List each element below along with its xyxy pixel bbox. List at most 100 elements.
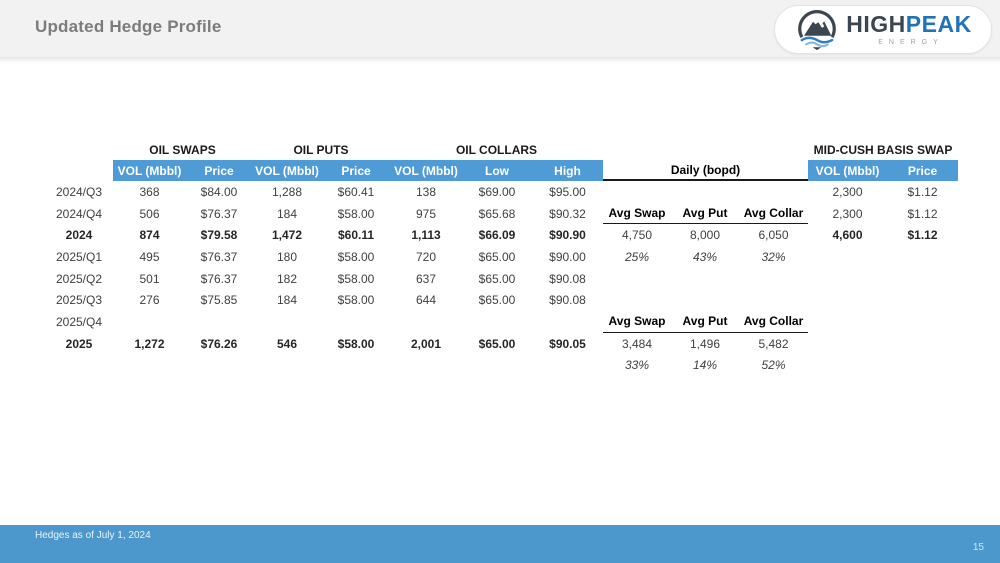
- daily-avg-collar-value: 6,050: [758, 228, 789, 243]
- table-cell: $58.00: [337, 293, 375, 308]
- highpeak-logo: HIGHPEAK ENERGY: [774, 5, 992, 54]
- table-cell: 1,113: [411, 228, 441, 243]
- row-label: 2025/Q4: [55, 314, 103, 329]
- col-header-daily-bopd: Daily (bopd): [603, 160, 808, 181]
- col-header-puts-vol: VOL (Mbbl): [252, 160, 322, 181]
- spacer: [808, 355, 958, 377]
- table-cell: [808, 268, 887, 290]
- footer-bar: Hedges as of July 1, 2024 15: [0, 525, 1000, 563]
- spacer: [390, 355, 603, 377]
- table-cell: $60.11: [337, 228, 375, 243]
- spacer: [808, 311, 958, 333]
- table-cell: $69.00: [478, 184, 516, 199]
- table-cell: [808, 246, 887, 268]
- header-bar: Updated Hedge Profile HIGHPEAK ENERGY: [0, 0, 1000, 63]
- table-cell: 2,300: [832, 206, 863, 221]
- table-cell: $1.12: [907, 206, 938, 221]
- table-cell: [887, 333, 958, 355]
- col-header-swaps-vol: VOL (Mbbl): [113, 160, 186, 181]
- table-cell: 180: [276, 249, 298, 264]
- table-cell: $90.08: [549, 271, 586, 286]
- logo-text: HIGHPEAK ENERGY: [846, 11, 972, 47]
- table-cell: 637: [415, 271, 437, 286]
- logo-word-high: HIGH: [846, 11, 906, 37]
- daily-avg-collar-pct: 52%: [761, 358, 786, 373]
- logo-word-energy: ENERGY: [878, 39, 944, 46]
- table-cell: $65.00: [478, 293, 516, 308]
- table-cell: $58.00: [337, 249, 375, 264]
- col-header-collars-vol: VOL (Mbbl): [390, 160, 462, 181]
- daily-avg-swap-pct: 25%: [624, 249, 650, 264]
- page-number: 15: [972, 542, 984, 553]
- daily-avg-put-pct: 43%: [692, 249, 718, 264]
- table-cell: $58.00: [337, 336, 375, 351]
- spacer: [603, 289, 808, 311]
- row-label: 2025/Q2: [55, 271, 103, 286]
- spacer: [390, 311, 603, 333]
- spacer: [45, 140, 113, 160]
- table-cell: $58.00: [337, 271, 375, 286]
- table-cell: $76.37: [200, 249, 238, 264]
- table-cell: 138: [415, 184, 437, 199]
- spacer: [252, 311, 390, 333]
- table-cell: 276: [139, 293, 160, 308]
- row-label: 2025: [65, 336, 93, 351]
- col-header-collars-high: High: [532, 160, 603, 181]
- row-label: 2025/Q3: [55, 293, 103, 308]
- group-header-oil-collars: OIL COLLARS: [455, 143, 538, 157]
- table-cell: $90.32: [549, 206, 586, 221]
- table-cell: 506: [139, 206, 160, 221]
- daily-avg-collar-header: Avg Collar: [739, 311, 808, 333]
- row-label: 2024: [65, 228, 93, 243]
- table-cell: 975: [415, 206, 437, 221]
- table-cell: $65.68: [478, 206, 516, 221]
- col-header-swaps-price: Price: [186, 160, 252, 181]
- row-label: 2024/Q3: [55, 184, 103, 199]
- table-cell: $95.00: [549, 184, 586, 199]
- footer-note: Hedges as of July 1, 2024: [35, 530, 151, 541]
- table-cell: 1,272: [134, 336, 165, 351]
- table-cell: 182: [276, 271, 298, 286]
- spacer: [603, 181, 808, 203]
- daily-avg-collar-value: 5,482: [758, 336, 789, 351]
- col-header-midcush-price: Price: [887, 160, 958, 181]
- spacer: [113, 355, 252, 377]
- group-header-oil-puts: OIL PUTS: [293, 143, 349, 157]
- table-cell: $75.85: [200, 293, 238, 308]
- table-cell: [808, 289, 887, 311]
- table-cell: $1.12: [907, 228, 938, 243]
- daily-avg-put-pct: 14%: [692, 358, 718, 373]
- table-cell: $76.37: [200, 206, 238, 221]
- daily-avg-collar-header: Avg Collar: [739, 203, 808, 225]
- col-header-midcush-vol: VOL (Mbbl): [808, 160, 887, 181]
- table-cell: $65.00: [478, 336, 516, 351]
- table-cell: $90.00: [549, 249, 586, 264]
- daily-avg-collar-pct: 32%: [761, 249, 786, 264]
- daily-avg-swap-header: Avg Swap: [603, 311, 671, 333]
- spacer: [252, 355, 390, 377]
- col-header-puts-price: Price: [322, 160, 390, 181]
- table-cell: [887, 246, 958, 268]
- col-header-collars-low: Low: [462, 160, 532, 181]
- table-cell: [887, 289, 958, 311]
- table-cell: 2,300: [832, 184, 863, 199]
- table-cell: $1.12: [907, 184, 938, 199]
- table-cell: $66.09: [478, 228, 516, 243]
- table-cell: 184: [276, 206, 298, 221]
- table-cell: [808, 333, 887, 355]
- table-cell: 2,001: [410, 336, 442, 351]
- daily-avg-put-value: 1,496: [689, 336, 721, 351]
- table-cell: 874: [139, 228, 160, 243]
- mountain-icon: [798, 9, 837, 50]
- group-header-oil-swaps: OIL SWAPS: [149, 143, 216, 157]
- group-header-mid-cush: MID-CUSH BASIS SWAP: [813, 143, 953, 157]
- daily-avg-swap-pct: 33%: [624, 358, 650, 373]
- table-cell: 720: [415, 249, 437, 264]
- logo-word-peak: PEAK: [905, 11, 972, 37]
- table-cell: $76.26: [200, 336, 238, 351]
- table-cell: 184: [276, 293, 298, 308]
- table-cell: $90.08: [549, 293, 586, 308]
- daily-avg-swap-value: 3,484: [621, 336, 653, 351]
- table-cell: $84.00: [200, 184, 238, 199]
